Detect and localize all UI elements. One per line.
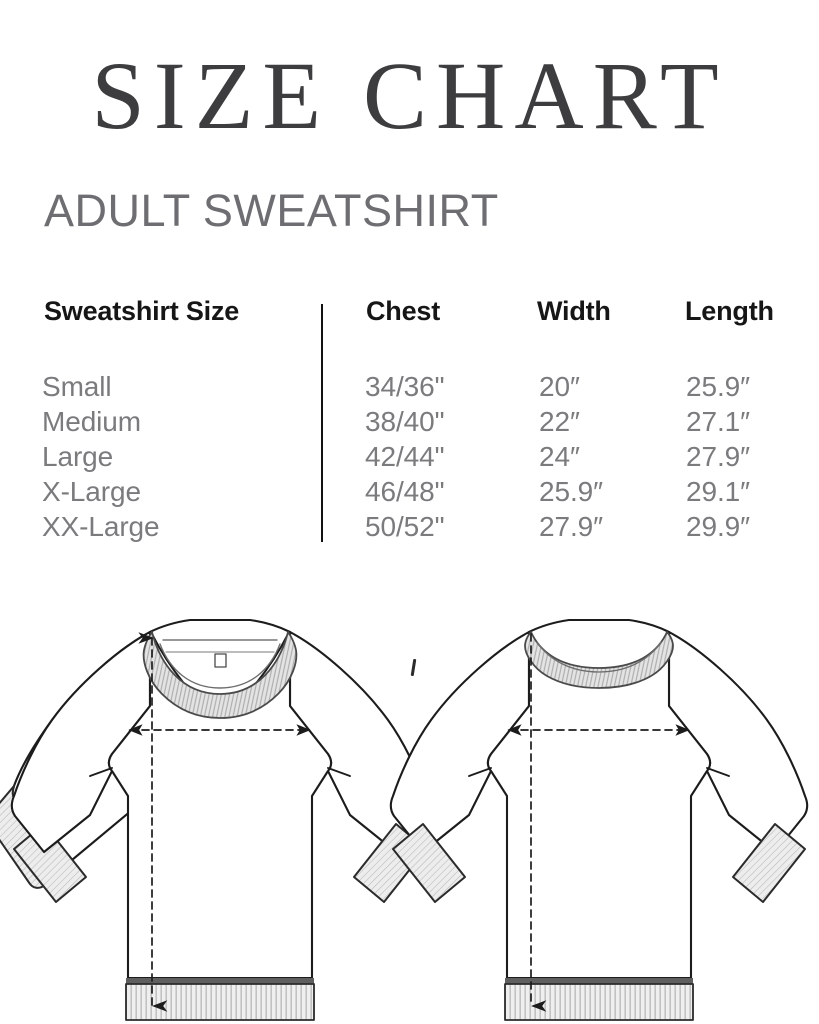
table-row: 29.9″ bbox=[686, 511, 750, 542]
table-row: 29.1″ bbox=[686, 476, 750, 507]
column-header-chest: Chest bbox=[366, 296, 441, 326]
table-row: 22″ bbox=[539, 406, 580, 437]
column-header-length: Length bbox=[685, 296, 774, 326]
front-view bbox=[0, 618, 430, 1021]
column-header-width: Width bbox=[537, 296, 611, 326]
table-row: 25.9″ bbox=[686, 371, 750, 402]
table-row: 38/40" bbox=[365, 406, 445, 437]
back-view bbox=[389, 618, 809, 1021]
table-row: 42/44" bbox=[365, 441, 445, 472]
table-row: 46/48" bbox=[365, 476, 445, 507]
table-row: Small bbox=[42, 371, 112, 402]
illustration-area bbox=[0, 596, 819, 1024]
size-table: Sweatshirt Size Chest Width Length Small… bbox=[0, 288, 819, 558]
page-title: SIZE CHART bbox=[91, 42, 728, 149]
table-row: Medium bbox=[42, 406, 141, 437]
table-row: 27.1″ bbox=[686, 406, 750, 437]
table-row: 24″ bbox=[539, 441, 580, 472]
table-row: 20″ bbox=[539, 371, 580, 402]
table-row: 27.9″ bbox=[539, 511, 603, 542]
table-row: X-Large bbox=[42, 476, 141, 507]
table-row: Large bbox=[42, 441, 114, 472]
column-header-size: Sweatshirt Size bbox=[44, 296, 240, 326]
sweatshirt-technical-drawing bbox=[0, 618, 809, 1021]
page-subtitle: ADULT SWEATSHIRT bbox=[44, 185, 499, 236]
column-divider bbox=[321, 304, 323, 542]
table-row: 50/52" bbox=[365, 511, 445, 542]
table-row: 27.9″ bbox=[686, 441, 750, 472]
table-row: 34/36" bbox=[365, 371, 445, 402]
table-row: 25.9″ bbox=[539, 476, 603, 507]
table-row: XX-Large bbox=[42, 511, 160, 542]
